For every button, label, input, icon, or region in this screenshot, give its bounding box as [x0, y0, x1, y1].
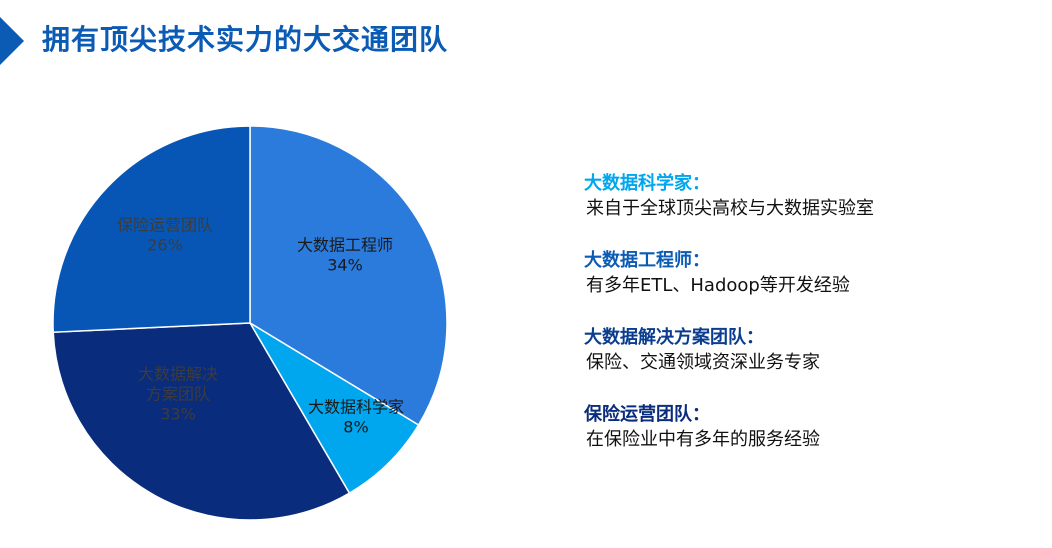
legend-title: 大数据解决方案团队：	[584, 327, 764, 348]
pie-slice-percent-label: 26%	[147, 236, 183, 255]
pie-slice-percent-label: 8%	[343, 418, 368, 437]
legend-title: 保险运营团队：	[584, 404, 710, 425]
pie-slice-percent-label: 33%	[160, 405, 196, 424]
legend-title: 大数据工程师：	[584, 250, 710, 271]
legend-description: 保险、交通领域资深业务专家	[586, 352, 820, 373]
pie-slice-label: 保险运营团队	[117, 216, 213, 235]
legend-description: 来自于全球顶尖高校与大数据实验室	[586, 198, 874, 219]
pie-slice	[52, 125, 251, 333]
pie-slice	[52, 322, 351, 521]
legend-description: 有多年ETL、Hadoop等开发经验	[586, 275, 850, 296]
legend-item-data-scientist: 大数据科学家： 来自于全球顶尖高校与大数据实验室	[584, 172, 1024, 222]
pie-slice	[249, 125, 448, 427]
pie-slice-percent-label: 34%	[327, 256, 363, 275]
legend-item-insurance-ops-team: 保险运营团队： 在保险业中有多年的服务经验	[584, 403, 1024, 453]
title-corner-marker	[0, 17, 24, 65]
pie-slice-label: 大数据工程师	[297, 236, 393, 255]
pie-slice	[249, 322, 420, 495]
legend-description: 在保险业中有多年的服务经验	[586, 429, 820, 450]
legend-item-solution-team: 大数据解决方案团队： 保险、交通领域资深业务专家	[584, 326, 1024, 376]
legend-title: 大数据科学家：	[584, 173, 710, 194]
pie-slice-label: 大数据科学家	[308, 398, 404, 417]
pie-slice-label: 方案团队	[146, 385, 210, 404]
legend: 大数据科学家： 来自于全球顶尖高校与大数据实验室 大数据工程师： 有多年ETL、…	[584, 172, 1024, 480]
legend-item-data-engineer: 大数据工程师： 有多年ETL、Hadoop等开发经验	[584, 249, 1024, 299]
page-title: 拥有顶尖技术实力的大交通团队	[42, 23, 449, 56]
pie-slice-label: 大数据解决	[138, 365, 218, 384]
